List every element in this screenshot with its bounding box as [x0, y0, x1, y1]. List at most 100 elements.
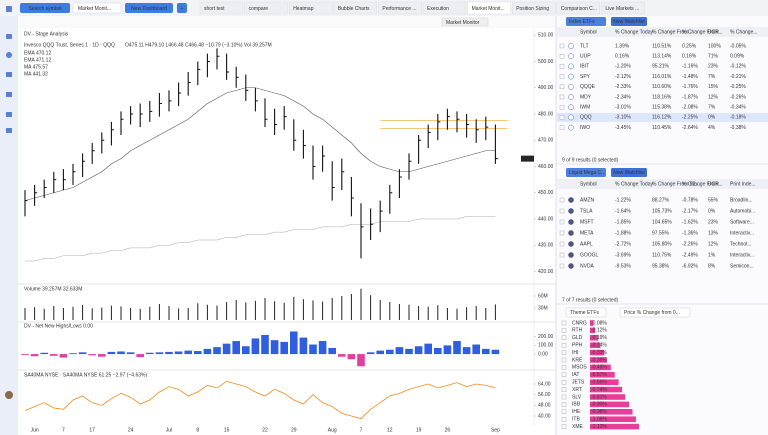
watchlist-tab[interactable] [566, 17, 606, 26]
icon[interactable] [6, 52, 12, 58]
symbol[interactable]: IHE [572, 409, 581, 415]
row-checkbox[interactable] [559, 54, 565, 59]
row-checkbox[interactable] [559, 230, 565, 236]
row-checkbox[interactable] [559, 263, 565, 269]
avatar[interactable] [5, 391, 13, 399]
new-watchlist-button[interactable] [611, 17, 647, 26]
symbol[interactable]: IHI [572, 350, 578, 356]
search-button[interactable] [20, 3, 70, 13]
column-header[interactable]: Print Inde... [730, 181, 756, 187]
symbol[interactable]: MSOS [572, 365, 587, 371]
icon[interactable] [6, 34, 12, 39]
tab[interactable] [512, 1, 556, 15]
column-header[interactable]: % Change From 52... [652, 181, 700, 187]
tab[interactable] [556, 1, 600, 15]
sort-select[interactable] [619, 307, 691, 318]
symbol[interactable]: GOOGL [580, 252, 599, 258]
row-checkbox[interactable] [561, 402, 567, 407]
tab[interactable] [199, 1, 244, 15]
icon[interactable] [6, 128, 12, 133]
symbol[interactable]: MDY [580, 94, 592, 100]
tab[interactable] [467, 1, 511, 15]
symbol[interactable]: QQQE [580, 84, 596, 90]
row-checkbox[interactable] [561, 350, 567, 355]
row-checkbox[interactable] [561, 320, 567, 326]
theme-tab[interactable] [565, 307, 607, 318]
row-checkbox[interactable] [559, 252, 565, 258]
new-watchlist-button[interactable] [611, 168, 647, 177]
dashboard-tab[interactable] [72, 2, 122, 14]
watchlist-tab[interactable] [566, 168, 606, 177]
symbol[interactable]: IBIT [580, 64, 589, 70]
symbol[interactable]: QQQ [580, 115, 592, 121]
chart-tab[interactable] [441, 17, 489, 27]
symbol[interactable]: META [580, 230, 594, 236]
row-checkbox[interactable] [561, 357, 567, 363]
symbol[interactable]: RTH [572, 328, 583, 334]
icon[interactable] [6, 112, 12, 117]
row-checkbox[interactable] [559, 84, 565, 90]
column-header[interactable]: % Change From... [682, 29, 723, 35]
add-button[interactable] [177, 3, 187, 13]
symbol[interactable]: IBB [572, 402, 581, 408]
symbol[interactable]: JETS [572, 380, 585, 386]
row-checkbox[interactable] [559, 104, 565, 110]
row-checkbox[interactable] [559, 94, 565, 100]
symbol[interactable]: ITB [572, 417, 580, 423]
symbol[interactable]: CNRG [572, 320, 587, 326]
symbol[interactable]: PPH [572, 343, 583, 349]
column-header[interactable]: DCR [708, 181, 719, 187]
column-header[interactable]: % Change Today [615, 181, 653, 187]
symbol[interactable]: IAT [572, 372, 579, 378]
row-checkbox[interactable] [561, 328, 567, 333]
icon[interactable] [6, 6, 12, 12]
symbol[interactable]: TSLA [580, 208, 593, 214]
column-header[interactable]: DCR [708, 29, 719, 35]
row-checkbox[interactable] [559, 208, 565, 214]
row-checkbox[interactable] [559, 115, 565, 120]
row-checkbox[interactable] [561, 372, 567, 377]
row-checkbox[interactable] [559, 64, 565, 69]
icon[interactable] [6, 72, 12, 77]
tab[interactable] [333, 1, 377, 15]
symbol[interactable]: NVDA [580, 263, 595, 269]
column-header[interactable]: Symbol [580, 181, 597, 187]
row-checkbox[interactable] [561, 365, 567, 370]
new-dashboard-button[interactable] [125, 3, 173, 13]
symbol[interactable]: UUP [580, 54, 591, 60]
tab[interactable] [378, 1, 422, 15]
row-checkbox[interactable] [559, 219, 565, 225]
row-checkbox[interactable] [561, 387, 567, 392]
symbol[interactable]: IWM [580, 105, 590, 111]
column-header[interactable]: % Change From... [652, 29, 693, 35]
row-checkbox[interactable] [561, 424, 567, 429]
row-checkbox[interactable] [561, 380, 567, 385]
row-checkbox[interactable] [561, 409, 567, 414]
row-checkbox[interactable] [559, 197, 565, 203]
row-checkbox[interactable] [561, 394, 567, 400]
symbol[interactable]: GLD [572, 335, 583, 341]
symbol[interactable]: AAPL [580, 241, 593, 247]
tab[interactable] [422, 1, 467, 15]
tab[interactable] [289, 1, 333, 15]
tab[interactable] [601, 1, 645, 15]
symbol[interactable]: AMZN [580, 197, 595, 203]
symbol[interactable]: KRE [572, 357, 583, 363]
row-checkbox[interactable] [559, 241, 565, 247]
row-checkbox[interactable] [561, 335, 567, 340]
row-checkbox[interactable] [559, 125, 565, 130]
column-header[interactable]: % Change... [730, 29, 758, 35]
symbol[interactable]: XRT [572, 387, 582, 393]
column-header[interactable]: % Change From... [682, 181, 723, 187]
row-checkbox[interactable] [559, 43, 565, 49]
tab[interactable] [244, 1, 288, 15]
symbol[interactable]: MSFT [580, 219, 594, 225]
symbol[interactable]: SLV [572, 394, 582, 400]
symbol[interactable]: XME [572, 424, 584, 430]
column-header[interactable]: % Change Today [615, 29, 653, 35]
symbol[interactable]: TLT [580, 43, 589, 49]
row-checkbox[interactable] [559, 74, 565, 79]
column-header[interactable]: Symbol [580, 29, 597, 35]
symbol[interactable]: IWO [580, 125, 590, 131]
row-checkbox[interactable] [561, 343, 567, 348]
